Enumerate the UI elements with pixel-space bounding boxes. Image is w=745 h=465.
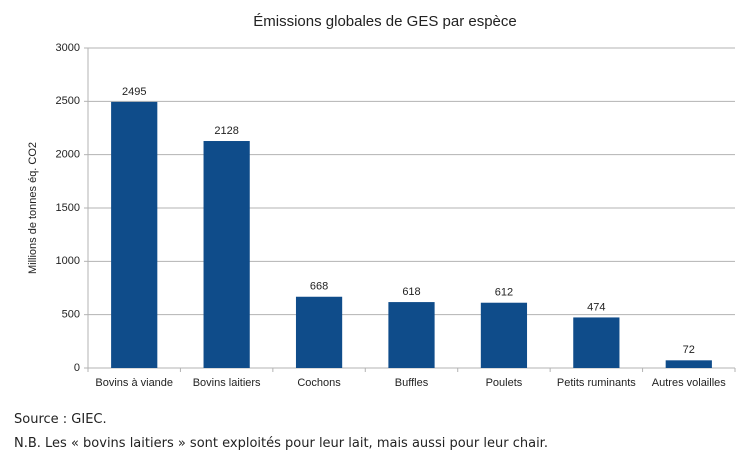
data-label: 612 — [495, 287, 513, 299]
y-tick-label: 3000 — [56, 42, 80, 54]
bar — [573, 317, 620, 368]
x-tick-label: Poulets — [486, 377, 523, 389]
bar — [111, 101, 158, 368]
x-tick-label: Bovins laitiers — [193, 377, 261, 389]
y-axis-label: Millions de tonnes éq. CO2 — [27, 142, 39, 274]
bar — [203, 141, 250, 368]
x-tick-label: Bovins à viande — [95, 377, 173, 389]
data-label: 668 — [310, 281, 328, 293]
y-tick-label: 0 — [74, 362, 80, 374]
data-label: 2128 — [214, 125, 238, 137]
y-tick-label: 2500 — [56, 95, 80, 107]
data-label: 618 — [402, 286, 420, 298]
bar — [665, 360, 712, 368]
bar — [295, 296, 343, 368]
y-tick-label: 1000 — [56, 255, 80, 267]
y-tick-label: 1500 — [56, 202, 80, 214]
x-tick-label: Buffles — [395, 377, 429, 389]
y-tick-label: 500 — [62, 309, 80, 321]
bar — [480, 302, 528, 368]
chart-title: Émissions globales de GES par espèce — [253, 13, 516, 30]
data-label: 474 — [587, 301, 605, 313]
y-tick-label: 2000 — [56, 149, 80, 161]
data-label: 72 — [683, 344, 695, 356]
chart: Émissions globales de GES par espèce Mil… — [27, 13, 736, 389]
x-tick-label: Cochons — [297, 377, 341, 389]
x-tick-label: Autres volailles — [652, 377, 726, 389]
footnote: N.B. Les « bovins laitiers » sont exploi… — [14, 436, 548, 451]
data-label: 2495 — [122, 86, 146, 98]
source-note: Source : GIEC. — [14, 412, 107, 427]
x-tick-label: Petits ruminants — [557, 377, 636, 389]
bar — [388, 302, 435, 368]
